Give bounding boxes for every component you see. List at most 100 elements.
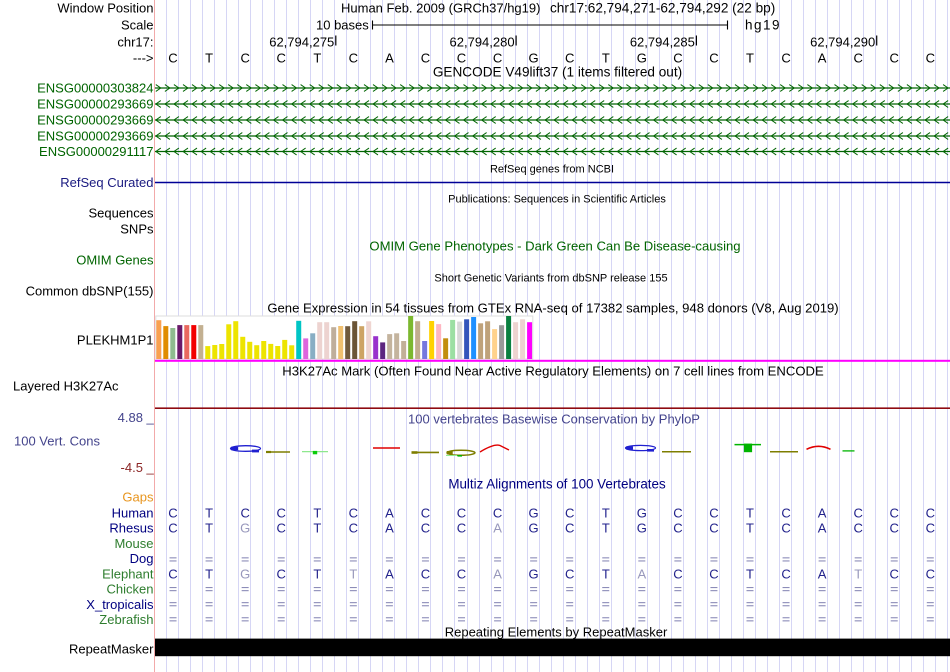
svg-text:ENSG00000303824: ENSG00000303824: [37, 81, 153, 96]
svg-text:C: C: [926, 51, 935, 66]
svg-text:A: A: [385, 521, 394, 536]
svg-text:Short Genetic Variants from db: Short Genetic Variants from dbSNP releas…: [434, 273, 667, 285]
svg-text:hg19: hg19: [745, 18, 781, 33]
svg-text:T: T: [313, 51, 321, 66]
svg-text:C: C: [890, 51, 899, 66]
svg-text:G: G: [529, 521, 539, 536]
svg-text:Human Feb. 2009 (GRCh37/hg19): Human Feb. 2009 (GRCh37/hg19): [341, 1, 540, 16]
svg-text:Layered H3K27Ac: Layered H3K27Ac: [13, 378, 119, 393]
svg-text:Elephant: Elephant: [102, 567, 154, 582]
svg-text:Gaps: Gaps: [122, 490, 154, 505]
svg-text:C: C: [277, 521, 286, 536]
svg-text:62,794,275: 62,794,275: [269, 35, 334, 50]
svg-text:Multiz Alignments of 100 Verte: Multiz Alignments of 100 Vertebrates: [448, 477, 666, 492]
svg-text:C: C: [709, 505, 718, 520]
svg-text:H3K27Ac Mark (Often Found Near: H3K27Ac Mark (Often Found Near Active Re…: [282, 364, 824, 379]
svg-text:Window Position: Window Position: [57, 1, 153, 16]
svg-text:C: C: [493, 505, 502, 520]
svg-text:RefSeq genes from NCBI: RefSeq genes from NCBI: [490, 164, 614, 176]
svg-text:C: C: [781, 521, 790, 536]
svg-text:C: C: [926, 567, 935, 582]
svg-text:C: C: [673, 521, 682, 536]
svg-text:G: G: [529, 51, 539, 66]
svg-text:C: C: [457, 521, 466, 536]
svg-text:Dog: Dog: [130, 551, 154, 566]
svg-text:T: T: [602, 521, 610, 536]
svg-text:A: A: [818, 567, 827, 582]
svg-text:Human: Human: [112, 505, 154, 520]
svg-text:RefSeq Curated: RefSeq Curated: [60, 175, 153, 190]
svg-text:C: C: [421, 521, 430, 536]
svg-text:T: T: [854, 567, 862, 582]
svg-text:G: G: [637, 521, 647, 536]
svg-text:C: C: [890, 521, 899, 536]
svg-text:Gene Expression in 54 tissues: Gene Expression in 54 tissues from GTEx …: [267, 301, 838, 316]
svg-text:Publications: Sequences in Sci: Publications: Sequences in Scientific Ar…: [448, 194, 666, 206]
svg-text:T: T: [349, 567, 357, 582]
svg-text:C: C: [349, 51, 358, 66]
svg-text:C: C: [926, 505, 935, 520]
svg-text:X_tropicalis: X_tropicalis: [86, 597, 154, 612]
svg-text:C: C: [854, 505, 863, 520]
svg-text:62,794,280: 62,794,280: [450, 35, 515, 50]
svg-text:ENSG00000293669: ENSG00000293669: [37, 113, 153, 128]
svg-text:C: C: [854, 521, 863, 536]
svg-text:G: G: [240, 567, 250, 582]
svg-text:C: C: [673, 567, 682, 582]
svg-text:4.88 _: 4.88 _: [118, 410, 155, 425]
svg-text:C: C: [565, 567, 574, 582]
svg-text:Scale: Scale: [121, 18, 154, 33]
svg-text:C: C: [854, 51, 863, 66]
svg-text:OMIM Genes: OMIM Genes: [76, 253, 154, 268]
svg-text:ENSG00000293669: ENSG00000293669: [37, 129, 153, 144]
svg-text:C: C: [890, 567, 899, 582]
svg-text:T: T: [602, 567, 610, 582]
svg-text:C: C: [421, 567, 430, 582]
svg-text:C: C: [168, 567, 177, 582]
svg-text:C: C: [926, 521, 935, 536]
svg-text:T: T: [313, 505, 321, 520]
svg-text:chr17:62,794,271-62,794,292 (2: chr17:62,794,271-62,794,292 (22 bp): [550, 1, 775, 16]
svg-text:T: T: [313, 567, 321, 582]
svg-text:C: C: [168, 51, 177, 66]
svg-text:C: C: [781, 505, 790, 520]
svg-text:C: C: [168, 521, 177, 536]
svg-text:C: C: [673, 505, 682, 520]
svg-text:Common dbSNP(155): Common dbSNP(155): [26, 284, 154, 299]
svg-text:T: T: [746, 51, 754, 66]
svg-text:ENSG00000293669: ENSG00000293669: [37, 97, 153, 112]
svg-text:C: C: [565, 505, 574, 520]
svg-text:G: G: [529, 567, 539, 582]
svg-text:G: G: [529, 505, 539, 520]
svg-text:Repeating Elements by RepeatMa: Repeating Elements by RepeatMasker: [445, 625, 668, 640]
svg-text:C: C: [241, 505, 250, 520]
svg-text:C: C: [349, 505, 358, 520]
svg-text:SNPs: SNPs: [120, 222, 154, 237]
svg-text:10 bases: 10 bases: [316, 18, 369, 33]
svg-text:C: C: [457, 505, 466, 520]
svg-text:Rhesus: Rhesus: [109, 521, 154, 536]
svg-text:A: A: [637, 567, 646, 582]
svg-text:Mouse: Mouse: [114, 536, 153, 551]
svg-text:T: T: [205, 521, 213, 536]
svg-text:T: T: [746, 505, 754, 520]
svg-text:A: A: [493, 521, 502, 536]
svg-text:C: C: [241, 51, 250, 66]
svg-text:C: C: [565, 51, 574, 66]
svg-text:C: C: [277, 567, 286, 582]
svg-text:A: A: [818, 51, 827, 66]
svg-text:C: C: [277, 505, 286, 520]
svg-text:C: C: [890, 505, 899, 520]
svg-text:C: C: [781, 51, 790, 66]
svg-text:100 vertebrates Basewise Conse: 100 vertebrates Basewise Conservation by…: [408, 412, 700, 427]
svg-text:C: C: [457, 567, 466, 582]
svg-text:G: G: [637, 505, 647, 520]
svg-text:A: A: [818, 505, 827, 520]
svg-text:GENCODE V49lift37 (1 items fil: GENCODE V49lift37 (1 items filtered out): [433, 65, 682, 80]
svg-text:T: T: [746, 521, 754, 536]
svg-text:-4.5 _: -4.5 _: [121, 460, 155, 475]
svg-text:62,794,290: 62,794,290: [810, 35, 875, 50]
svg-text:T: T: [205, 51, 213, 66]
svg-text:OMIM Gene Phenotypes - Dark Gr: OMIM Gene Phenotypes - Dark Green Can Be…: [369, 239, 740, 254]
svg-text:RepeatMasker: RepeatMasker: [69, 641, 154, 656]
